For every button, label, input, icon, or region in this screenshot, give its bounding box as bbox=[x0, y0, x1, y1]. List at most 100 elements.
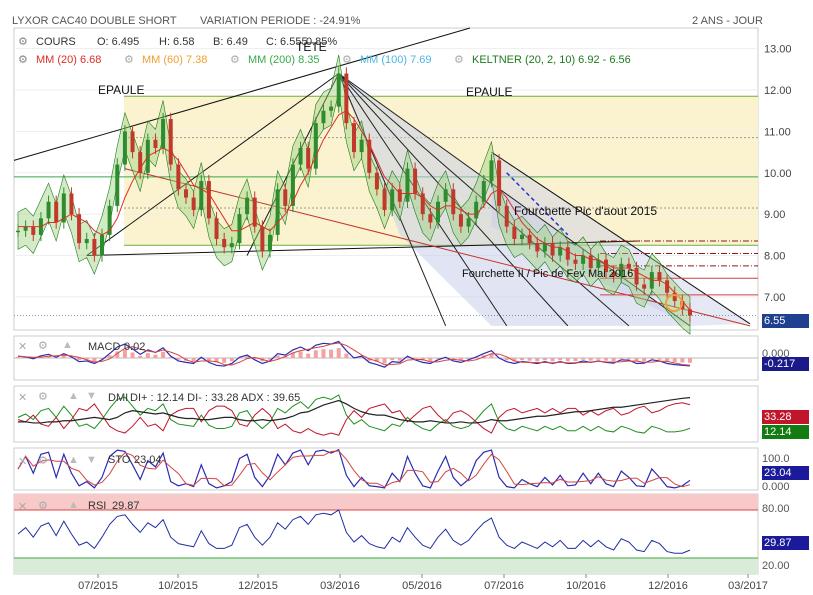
candle-body bbox=[451, 189, 456, 215]
gear-icon[interactable]: ⚙ bbox=[38, 391, 48, 403]
candle-body bbox=[275, 189, 280, 235]
dmi-panel-frame bbox=[13, 385, 759, 443]
macd-histogram-bar bbox=[329, 349, 334, 358]
candle-body bbox=[626, 263, 631, 268]
candle-body bbox=[321, 110, 326, 124]
gear-icon[interactable]: ⚙ bbox=[230, 54, 240, 66]
macd-histogram-bar bbox=[92, 358, 97, 362]
close-icon[interactable]: ✕ bbox=[18, 501, 28, 513]
macd-value: 0.02 bbox=[124, 341, 146, 353]
red-trend-line bbox=[124, 168, 751, 327]
neckline bbox=[86, 240, 641, 257]
candle-body bbox=[619, 263, 624, 277]
dmi-plus-line bbox=[17, 394, 691, 434]
macd-histogram-bar bbox=[527, 358, 532, 361]
gear-icon[interactable]: ⚙ bbox=[18, 36, 28, 48]
legend-keltner: KELTNER (20, 2, 10) 6.92 - 6.56 bbox=[472, 54, 631, 66]
macd-histogram-bar bbox=[268, 358, 272, 360]
sto-panel bbox=[13, 447, 759, 491]
macd-histogram-bar bbox=[374, 358, 379, 362]
macd-histogram-bar bbox=[550, 358, 555, 362]
fork-line bbox=[338, 73, 691, 327]
candle-body bbox=[367, 139, 372, 173]
candle-body bbox=[634, 267, 639, 285]
candle-body bbox=[413, 168, 418, 194]
candle-body bbox=[283, 189, 288, 206]
annotation-tete: TETE bbox=[296, 40, 327, 54]
candle-body bbox=[31, 226, 36, 235]
close-icon[interactable]: ✕ bbox=[18, 341, 28, 353]
gear-icon[interactable]: ⚙ bbox=[38, 340, 48, 352]
candle-body bbox=[69, 193, 74, 215]
y-tick-label: 7.00 bbox=[764, 292, 785, 304]
legend-mm200: MM (200) 8.35 bbox=[248, 54, 320, 66]
gear-icon[interactable]: ⚙ bbox=[124, 54, 134, 66]
chart-title: LYXOR CAC40 DOUBLE SHORT bbox=[12, 15, 177, 27]
macd-histogram-bar bbox=[245, 356, 250, 358]
candle-body bbox=[229, 243, 234, 248]
candle-body bbox=[428, 214, 433, 223]
macd-histogram-bar bbox=[535, 358, 540, 362]
blue-dashed-line bbox=[506, 172, 569, 236]
candle-body bbox=[260, 226, 265, 252]
candle-body bbox=[397, 189, 402, 202]
macd-histogram-bar bbox=[604, 358, 608, 361]
macd-histogram-bar bbox=[161, 351, 166, 358]
macd-histogram-bar bbox=[206, 358, 211, 361]
gear-icon[interactable]: ⚙ bbox=[18, 54, 28, 66]
macd-histogram-bar bbox=[298, 351, 303, 358]
rsi-tick-80: 80.00 bbox=[762, 503, 790, 515]
macd-histogram-bar bbox=[680, 358, 685, 363]
arrow-up-icon[interactable]: ▲ bbox=[62, 339, 73, 351]
gear-icon[interactable]: ⚙ bbox=[38, 455, 48, 467]
keltner-band bbox=[17, 54, 691, 335]
arrow-up-icon[interactable]: ▲ bbox=[68, 390, 79, 402]
candle-body bbox=[176, 164, 181, 190]
candle-body bbox=[54, 201, 59, 223]
candle-body bbox=[665, 280, 670, 293]
close-icon[interactable]: ✕ bbox=[18, 456, 28, 468]
macd-histogram-bar bbox=[542, 358, 547, 361]
candle-body bbox=[558, 247, 563, 256]
close-icon[interactable]: ✕ bbox=[18, 392, 28, 404]
candle-body bbox=[512, 226, 517, 239]
arrow-down-icon[interactable]: ▼ bbox=[86, 390, 97, 402]
candle-body bbox=[497, 160, 502, 206]
candle-body bbox=[61, 193, 66, 223]
macd-histogram-bar bbox=[344, 353, 349, 358]
candle-body bbox=[130, 131, 135, 153]
gear-icon[interactable]: ⚙ bbox=[342, 54, 352, 66]
mm20-line bbox=[18, 110, 691, 311]
x-tick-label: 10/2016 bbox=[566, 580, 606, 592]
candle-body bbox=[504, 205, 509, 227]
macd-histogram-bar bbox=[634, 358, 639, 362]
candle-body bbox=[535, 243, 540, 252]
gear-icon[interactable]: ⚙ bbox=[38, 500, 48, 512]
candle-body bbox=[481, 181, 486, 202]
candle-body bbox=[222, 238, 227, 248]
macd-histogram-bar bbox=[168, 356, 173, 358]
macd-histogram-bar bbox=[176, 358, 181, 360]
gear-icon[interactable]: ⚙ bbox=[454, 54, 464, 66]
sto-d-line bbox=[17, 450, 691, 488]
candle-body bbox=[596, 259, 601, 268]
dmi-plus-pill: 12.14 bbox=[762, 425, 809, 439]
rsi-value: 29.87 bbox=[112, 500, 140, 512]
rsi-tick-20: 20.00 bbox=[762, 560, 790, 572]
rsi-line bbox=[17, 509, 691, 554]
arrow-down-icon[interactable]: ▼ bbox=[86, 454, 97, 466]
macd-histogram-bar bbox=[581, 358, 586, 360]
y-tick-label: 11.00 bbox=[764, 126, 791, 138]
arrow-up-icon[interactable]: ▲ bbox=[68, 499, 79, 511]
macd-signal-line bbox=[17, 342, 691, 366]
macd-histogram-bar bbox=[504, 358, 509, 361]
macd-histogram-bar bbox=[626, 358, 631, 360]
candle-body bbox=[115, 164, 120, 206]
candle-body bbox=[77, 214, 82, 244]
macd-histogram-bar bbox=[458, 358, 463, 361]
legend-close: C: 6.555 bbox=[266, 36, 308, 48]
legend-open: O: 6.495 bbox=[97, 36, 140, 48]
candle-body bbox=[122, 131, 127, 165]
sto-k-line bbox=[17, 448, 691, 489]
arrow-up-icon[interactable]: ▲ bbox=[68, 454, 79, 466]
